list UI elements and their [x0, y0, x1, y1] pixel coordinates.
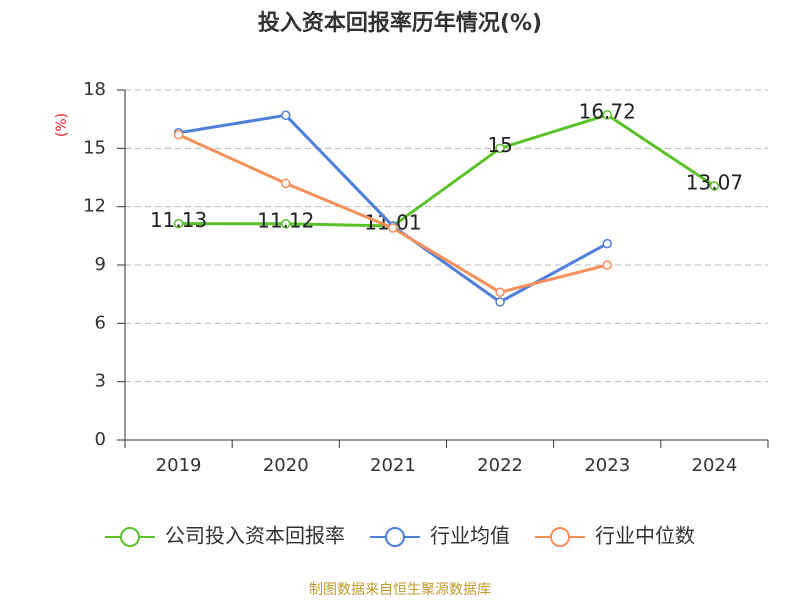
- point: [173, 218, 184, 229]
- data-label: 13.07: [686, 170, 743, 194]
- point: [495, 143, 505, 154]
- data-label: 11.12: [257, 208, 314, 232]
- x-tick-label: 2024: [692, 455, 738, 476]
- x-tick-label: 2022: [477, 455, 523, 476]
- x-tick-label: 2019: [156, 455, 202, 476]
- y-tick-label: 18: [83, 79, 106, 100]
- series-line: [178, 113, 608, 304]
- legend-label: 公司投入资本回报率: [165, 524, 345, 548]
- y-axis-label: (%): [54, 113, 70, 137]
- data-label: 15: [487, 133, 512, 157]
- point: [281, 219, 291, 229]
- point: [281, 178, 291, 189]
- point: [281, 110, 291, 121]
- legend-label: 行业均值: [430, 524, 510, 548]
- source-note: 制图数据来自恒生聚源数据库: [309, 582, 491, 598]
- x-tick-label: 2020: [263, 455, 309, 476]
- series-line: [178, 113, 716, 228]
- point: [495, 287, 505, 297]
- point: [602, 110, 612, 120]
- legend-marker: [550, 527, 570, 547]
- y-tick-label: 12: [83, 196, 106, 217]
- data-label: 16.72: [579, 99, 636, 123]
- point: [709, 181, 720, 191]
- y-tick-label: 0: [95, 429, 106, 450]
- x-tick-label: 2021: [370, 455, 416, 476]
- y-tick-label: 15: [83, 137, 106, 158]
- point: [173, 129, 184, 140]
- legend-marker: [120, 527, 140, 547]
- legend-marker: [385, 527, 405, 547]
- point: [602, 260, 612, 270]
- y-tick-label: 9: [95, 254, 106, 275]
- point: [602, 238, 612, 249]
- x-tick-label: 2023: [584, 455, 630, 476]
- point: [388, 223, 398, 233]
- chart-title: 投入资本回报率历年情况(%): [258, 10, 542, 36]
- legend-label: 行业中位数: [595, 524, 695, 548]
- data-label: 11.13: [150, 208, 207, 232]
- y-tick-label: 3: [95, 371, 106, 392]
- point: [495, 297, 505, 307]
- y-tick-label: 6: [95, 312, 106, 333]
